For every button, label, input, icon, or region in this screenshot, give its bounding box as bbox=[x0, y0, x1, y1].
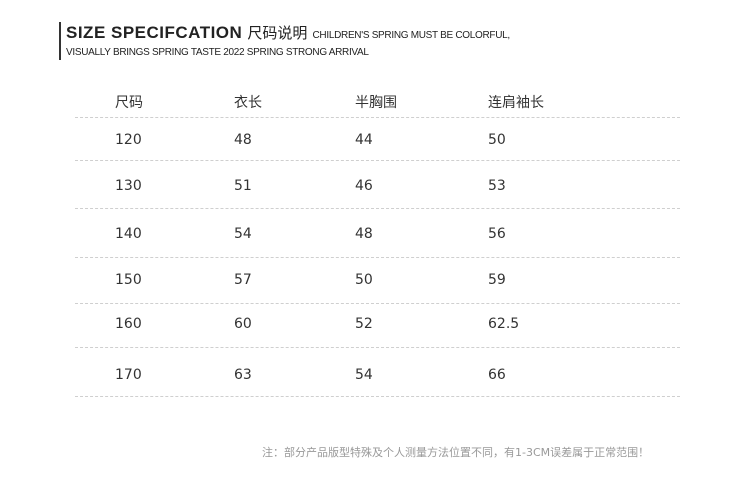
table-cell: 130 bbox=[115, 178, 142, 194]
row-divider bbox=[75, 257, 680, 258]
table-row: 140 54 48 56 bbox=[0, 226, 750, 246]
table-cell: 160 bbox=[115, 316, 142, 332]
table-cell: 62.5 bbox=[488, 316, 520, 332]
table-cell: 48 bbox=[234, 132, 252, 148]
column-header: 连肩袖长 bbox=[488, 95, 544, 111]
table-cell: 170 bbox=[115, 367, 142, 383]
tagline-1: CHILDREN'S SPRING MUST BE COLORFUL, bbox=[312, 30, 511, 41]
measurement-note: 注：部分产品版型特殊及个人测量方法位置不同，有1-3CM误差属于正常范围！ bbox=[262, 446, 650, 459]
title-accent-bar bbox=[59, 22, 61, 60]
table-cell: 46 bbox=[355, 178, 373, 194]
table-cell: 56 bbox=[488, 226, 506, 242]
table-cell: 59 bbox=[488, 272, 506, 288]
table-cell: 120 bbox=[115, 132, 142, 148]
row-divider bbox=[75, 208, 680, 209]
column-header: 尺码 bbox=[115, 95, 143, 111]
row-divider bbox=[75, 396, 680, 397]
table-cell: 54 bbox=[234, 226, 252, 242]
table-cell: 57 bbox=[234, 272, 252, 288]
table-cell: 140 bbox=[115, 226, 142, 242]
title: SIZE SPECIFCATION bbox=[66, 23, 243, 42]
table-cell: 52 bbox=[355, 316, 373, 332]
table-cell: 150 bbox=[115, 272, 142, 288]
column-header: 衣长 bbox=[234, 95, 262, 111]
table-row: 160 60 52 62.5 bbox=[0, 316, 750, 336]
table-header: 尺码 衣长 半胸围 连肩袖长 bbox=[0, 92, 750, 112]
table-row: 130 51 46 53 bbox=[0, 178, 750, 198]
table-cell: 54 bbox=[355, 367, 373, 383]
table-row: 150 57 50 59 bbox=[0, 272, 750, 292]
title-line: SIZE SPECIFCATION 尺码说明 CHILDREN'S SPRING… bbox=[66, 22, 510, 43]
row-divider bbox=[75, 303, 680, 304]
row-divider bbox=[75, 160, 680, 161]
table-cell: 63 bbox=[234, 367, 252, 383]
row-divider bbox=[75, 347, 680, 348]
table-row: 120 48 44 50 bbox=[0, 132, 750, 152]
table-cell: 60 bbox=[234, 316, 252, 332]
table-row: 170 63 54 66 bbox=[0, 367, 750, 387]
column-header: 半胸围 bbox=[355, 95, 397, 111]
table-cell: 51 bbox=[234, 178, 252, 194]
table-cell: 50 bbox=[355, 272, 373, 288]
row-divider bbox=[75, 117, 680, 118]
table-cell: 50 bbox=[488, 132, 506, 148]
table-cell: 48 bbox=[355, 226, 373, 242]
table-cell: 44 bbox=[355, 132, 373, 148]
table-cell: 66 bbox=[488, 367, 506, 383]
title-cn: 尺码说明 bbox=[247, 24, 308, 42]
tagline-2: VISUALLY BRINGS SPRING TASTE 2022 SPRING… bbox=[66, 47, 369, 58]
table-cell: 53 bbox=[488, 178, 506, 194]
